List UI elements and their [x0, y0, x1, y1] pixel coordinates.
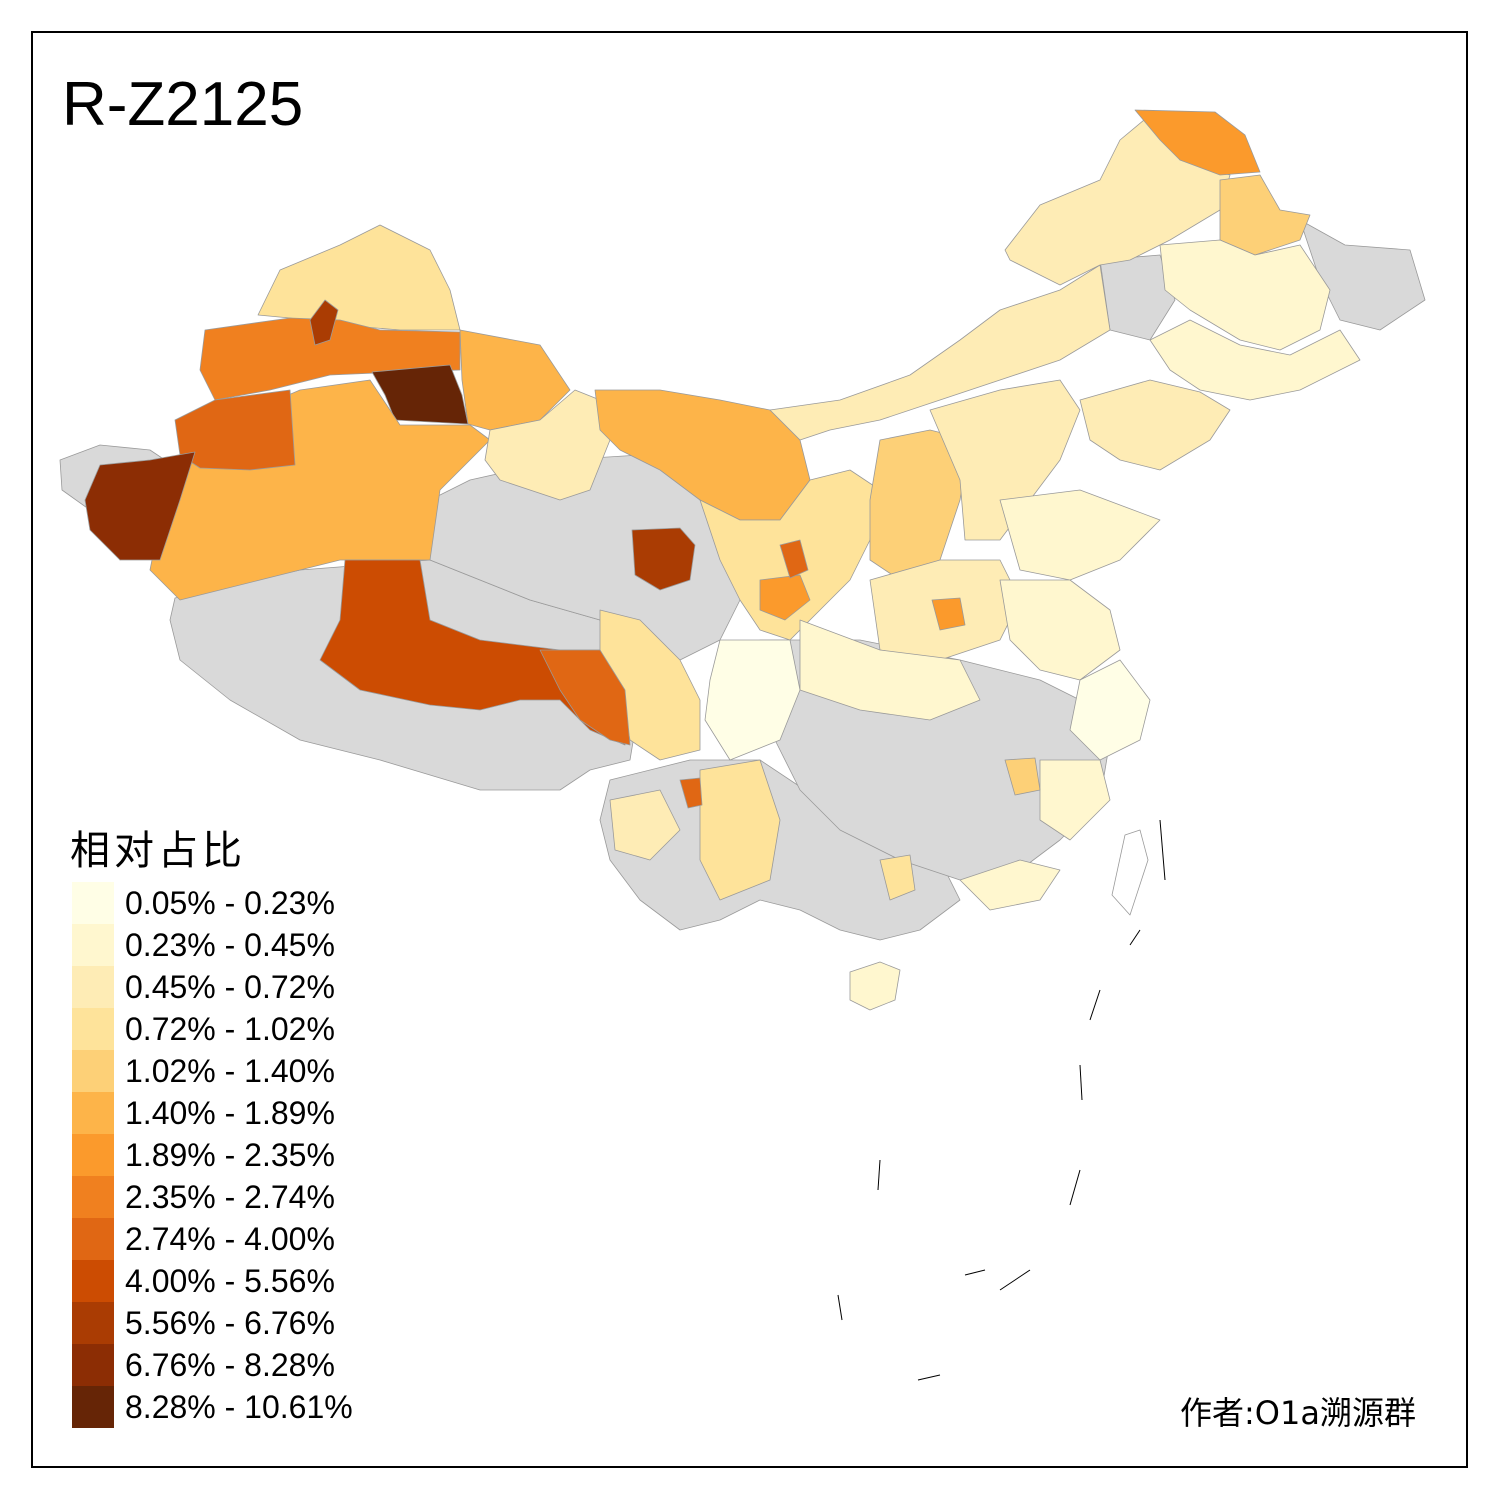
region-haixi — [631, 527, 696, 591]
south-china-sea-islands — [837, 819, 1166, 1381]
region-kashgar — [84, 451, 196, 561]
region-hebei — [929, 379, 1081, 541]
region-guangxi-spot — [879, 854, 916, 901]
legend-item: 1.40% - 1.89% — [72, 1092, 335, 1134]
region-inner-mongolia — [769, 264, 1111, 441]
legend-label: 2.74% - 4.00% — [125, 1221, 335, 1257]
region-shaanxi-dark — [779, 539, 809, 579]
region-hubei — [799, 619, 981, 721]
legend-label: 0.45% - 0.72% — [125, 969, 335, 1005]
region-heilongjiang-e — [1219, 174, 1311, 256]
legend-swatch — [72, 1008, 114, 1050]
region-nagqu — [319, 559, 631, 746]
legend-item: 0.72% - 1.02% — [72, 1008, 335, 1050]
region-jiangsu-anhui — [999, 579, 1121, 681]
legend-label: 2.35% - 2.74% — [125, 1179, 335, 1215]
region-hainan — [849, 961, 901, 1011]
legend-label: 1.40% - 1.89% — [125, 1095, 335, 1131]
legend-title: 相对占比 — [70, 828, 246, 874]
region-fujian — [1039, 759, 1111, 841]
legend-label: 4.00% - 5.56% — [125, 1263, 335, 1299]
region-lijiang — [679, 777, 703, 809]
legend-label: 5.56% - 6.76% — [125, 1305, 335, 1341]
legend-item: 8.28% - 10.61% — [72, 1386, 353, 1428]
legend-swatch — [72, 1386, 114, 1428]
region-henan-orange — [931, 597, 966, 631]
legend-item: 6.76% - 8.28% — [72, 1344, 335, 1386]
legend-swatch — [72, 1134, 114, 1176]
region-yunnan-w — [609, 789, 681, 861]
legend-swatch — [72, 1344, 114, 1386]
legend-item: 0.45% - 0.72% — [72, 966, 335, 1008]
region-turpan-east — [484, 389, 611, 501]
legend-label: 1.02% - 1.40% — [125, 1053, 335, 1089]
legend-label: 6.76% - 8.28% — [125, 1347, 335, 1383]
region-guangdong — [959, 859, 1061, 911]
legend-item: 4.00% - 5.56% — [72, 1260, 335, 1302]
legend: 0.05% - 0.23% 0.23% - 0.45% 0.45% - 0.72… — [72, 882, 353, 1428]
region-yunnan-n — [699, 759, 781, 901]
region-sichuan-e — [704, 639, 801, 761]
author-credit: 作者:O1a溯源群 — [1180, 1394, 1416, 1432]
map-title: R-Z2125 — [62, 70, 304, 139]
region-altay — [257, 224, 461, 331]
legend-item: 2.74% - 4.00% — [72, 1218, 335, 1260]
legend-swatch — [72, 1050, 114, 1092]
legend-label: 0.05% - 0.23% — [125, 885, 335, 921]
legend-item: 2.35% - 2.74% — [72, 1176, 335, 1218]
legend-swatch — [72, 882, 114, 924]
legend-item: 0.23% - 0.45% — [72, 924, 335, 966]
region-shandong — [999, 489, 1161, 581]
region-liaoning — [1079, 379, 1231, 471]
legend-swatch — [72, 1218, 114, 1260]
region-tacheng-dark — [309, 299, 339, 346]
legend-swatch — [72, 1302, 114, 1344]
legend-item: 1.02% - 1.40% — [72, 1050, 335, 1092]
legend-swatch — [72, 1176, 114, 1218]
legend-item: 0.05% - 0.23% — [72, 882, 335, 924]
region-taiwan — [1111, 829, 1149, 916]
region-jiangxi-spot — [1004, 757, 1041, 796]
legend-label: 1.89% - 2.35% — [125, 1137, 335, 1173]
region-ganzi — [539, 649, 631, 746]
legend-item: 5.56% - 6.76% — [72, 1302, 335, 1344]
legend-label: 0.23% - 0.45% — [125, 927, 335, 963]
legend-swatch — [72, 924, 114, 966]
legend-label: 8.28% - 10.61% — [125, 1389, 353, 1425]
legend-swatch — [72, 1092, 114, 1134]
region-daxinganling — [1134, 109, 1261, 176]
region-jilin — [1149, 319, 1361, 401]
region-zhejiang — [1069, 659, 1151, 761]
region-heilongjiang — [1159, 239, 1331, 351]
legend-swatch — [72, 1260, 114, 1302]
legend-swatch — [72, 966, 114, 1008]
legend-item: 1.89% - 2.35% — [72, 1134, 335, 1176]
legend-label: 0.72% - 1.02% — [125, 1011, 335, 1047]
